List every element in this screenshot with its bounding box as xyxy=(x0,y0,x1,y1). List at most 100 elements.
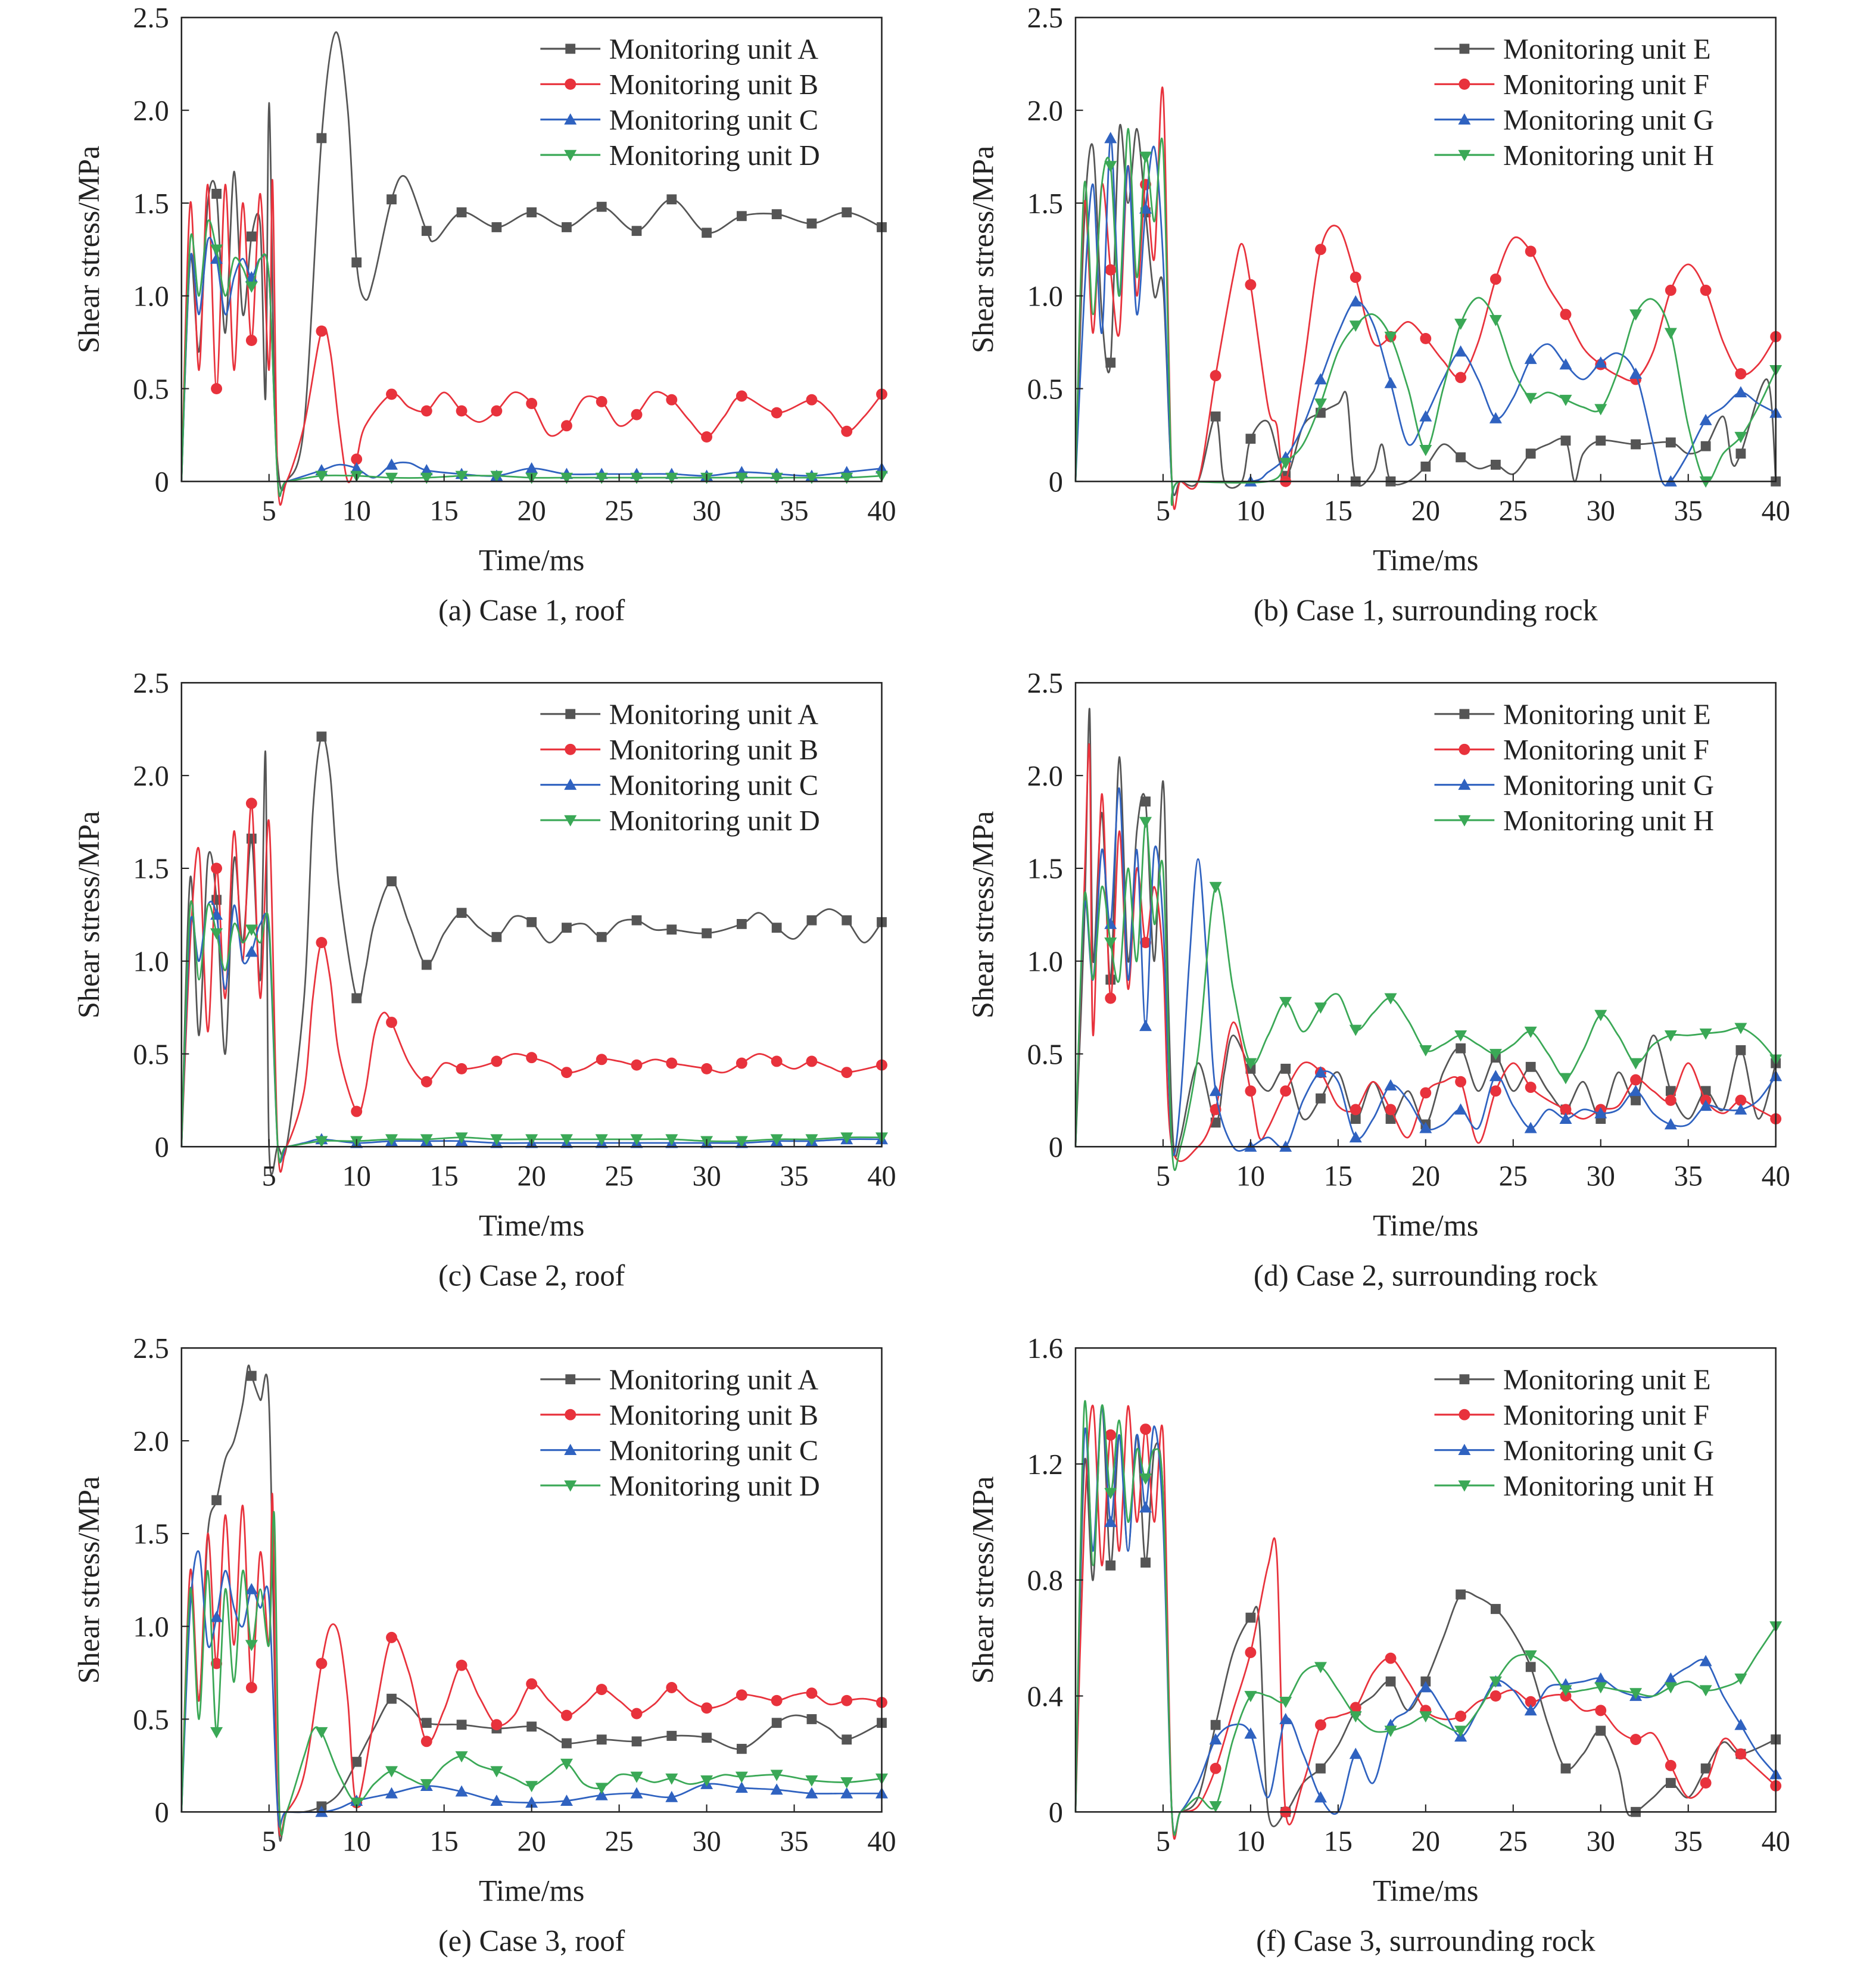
data-point-triangle-up xyxy=(1458,1444,1471,1456)
data-point-triangle-down xyxy=(315,471,328,482)
data-point-square xyxy=(806,1714,817,1724)
data-point-circle xyxy=(1105,1429,1117,1441)
data-point-square xyxy=(1665,437,1676,448)
data-point-triangle-up xyxy=(1524,1121,1537,1133)
data-point-triangle-down xyxy=(1734,432,1747,444)
data-point-triangle-up xyxy=(564,1444,577,1456)
y-axis-label: Shear stress/MPa xyxy=(72,811,105,1018)
data-point-square xyxy=(1560,1763,1571,1774)
series-G xyxy=(1074,132,1782,499)
data-point-square xyxy=(1210,1719,1221,1730)
data-point-triangle-down xyxy=(1699,1028,1712,1040)
x-tick-label: 15 xyxy=(1324,495,1353,527)
series-line-D xyxy=(180,900,882,1164)
legend-label-F: Monitoring unit F xyxy=(1503,69,1709,101)
data-point-circle xyxy=(526,398,538,409)
y-tick-label: 2.5 xyxy=(1027,2,1063,34)
data-point-triangle-down xyxy=(210,928,223,940)
legend-label-E: Monitoring unit E xyxy=(1503,1364,1711,1396)
data-point-triangle-down xyxy=(1419,444,1432,456)
data-point-triangle-down xyxy=(385,1134,398,1146)
data-point-square xyxy=(736,919,747,929)
data-point-triangle-down xyxy=(564,1480,577,1492)
x-tick-label: 5 xyxy=(1156,1160,1170,1192)
data-point-triangle-down xyxy=(1489,314,1502,326)
data-point-circle xyxy=(211,1658,223,1669)
data-point-triangle-down xyxy=(1314,398,1327,410)
legend-label-H: Monitoring unit H xyxy=(1503,1471,1714,1502)
data-point-triangle-down xyxy=(525,1781,538,1793)
data-point-circle xyxy=(565,1409,576,1420)
data-point-triangle-up xyxy=(490,1795,503,1806)
x-tick-label: 40 xyxy=(1762,1825,1790,1857)
data-point-triangle-down xyxy=(385,1766,398,1778)
x-tick-label: 5 xyxy=(1156,495,1170,527)
data-point-square xyxy=(351,993,362,1004)
data-point-triangle-down xyxy=(1524,1650,1537,1662)
series-A xyxy=(180,31,887,491)
data-point-triangle-down xyxy=(1139,151,1152,163)
data-point-triangle-down xyxy=(1458,149,1471,161)
y-axis-label: Shear stress/MPa xyxy=(72,146,105,353)
data-point-circle xyxy=(736,1689,747,1701)
data-point-triangle-down xyxy=(1139,1473,1152,1485)
data-point-square xyxy=(387,194,397,205)
data-point-triangle-down xyxy=(1384,331,1397,343)
data-point-circle xyxy=(1245,279,1257,291)
data-point-triangle-down xyxy=(455,471,468,482)
data-point-triangle-up xyxy=(1594,356,1607,368)
x-axis-label: Time/ms xyxy=(1373,1208,1478,1242)
subplot-caption: (b) Case 1, surrounding rock xyxy=(1254,593,1598,627)
data-point-triangle-down xyxy=(1279,457,1292,469)
data-point-square xyxy=(1350,1114,1361,1124)
data-point-circle xyxy=(1525,1696,1537,1708)
y-tick-label: 0 xyxy=(155,466,169,498)
data-point-square xyxy=(562,923,572,933)
data-point-square xyxy=(387,1693,397,1704)
data-point-circle xyxy=(1700,1777,1712,1789)
y-tick-label: 2.5 xyxy=(133,1333,169,1364)
data-point-triangle-up xyxy=(1699,414,1712,425)
data-point-triangle-down xyxy=(1699,1685,1712,1697)
data-point-square xyxy=(596,201,607,212)
x-tick-label: 25 xyxy=(1499,1825,1528,1857)
data-point-triangle-up xyxy=(735,1781,748,1793)
data-point-triangle-down xyxy=(1244,1691,1257,1703)
y-tick-label: 2.5 xyxy=(1027,668,1063,699)
data-point-square xyxy=(351,1756,362,1767)
y-tick-label: 2.5 xyxy=(133,668,169,699)
data-point-square xyxy=(565,709,576,719)
data-point-square xyxy=(666,194,677,205)
data-point-circle xyxy=(316,1658,328,1669)
data-point-triangle-down xyxy=(1349,1711,1362,1723)
data-point-square xyxy=(1105,1560,1116,1571)
data-point-triangle-up xyxy=(1419,1121,1432,1133)
data-point-square xyxy=(702,228,712,238)
data-point-triangle-down xyxy=(420,472,433,484)
data-point-triangle-up xyxy=(1384,376,1397,388)
x-tick-label: 25 xyxy=(604,1160,633,1192)
data-point-triangle-down xyxy=(490,1766,503,1778)
data-point-triangle-down xyxy=(630,1771,643,1783)
data-point-square xyxy=(806,218,817,229)
x-tick-label: 35 xyxy=(1674,495,1703,527)
data-point-square xyxy=(316,133,327,144)
data-point-triangle-up xyxy=(560,1795,573,1806)
subplot-caption: (a) Case 1, roof xyxy=(438,593,625,627)
data-point-triangle-up xyxy=(1458,113,1471,125)
data-point-square xyxy=(702,1733,712,1743)
data-point-circle xyxy=(841,425,853,437)
x-tick-label: 15 xyxy=(1324,1825,1353,1857)
data-point-triangle-down xyxy=(1734,1023,1747,1035)
data-point-square xyxy=(1245,434,1256,444)
y-tick-label: 0 xyxy=(155,1797,169,1828)
x-tick-label: 5 xyxy=(1156,1825,1170,1857)
data-point-circle xyxy=(701,431,713,443)
x-tick-label: 15 xyxy=(430,1160,459,1192)
data-point-triangle-up xyxy=(1209,1085,1222,1096)
series-line-H xyxy=(1074,821,1777,1172)
data-point-triangle-down xyxy=(1664,328,1677,339)
data-point-square xyxy=(211,1495,222,1506)
